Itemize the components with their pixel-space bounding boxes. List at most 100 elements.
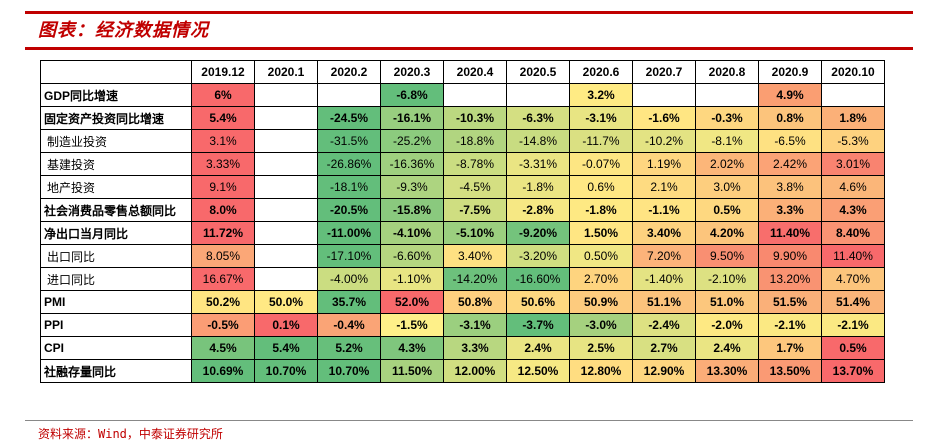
data-cell: -31.5% xyxy=(317,129,381,153)
row-label: 社融存量同比 xyxy=(40,359,192,383)
data-cell: 5.4% xyxy=(191,106,255,130)
data-cell: -2.10% xyxy=(695,267,759,291)
data-cell: 2.7% xyxy=(632,336,696,360)
data-cell: 50.2% xyxy=(191,290,255,314)
column-header: 2020.2 xyxy=(317,60,381,84)
table-body: GDP同比增速 6% -6.8% 3.2% 4.9% 固定资产投资同比增速 5.4% -24.… xyxy=(40,83,885,383)
column-header: 2020.1 xyxy=(254,60,318,84)
data-cell: -1.8% xyxy=(506,175,570,199)
data-cell: 7.20% xyxy=(632,244,696,268)
data-cell: 3.40% xyxy=(632,221,696,245)
data-cell: 8.40% xyxy=(821,221,885,245)
data-cell: -3.20% xyxy=(506,244,570,268)
column-header: 2020.7 xyxy=(632,60,696,84)
data-cell: 4.9% xyxy=(758,83,822,107)
data-cell xyxy=(254,221,318,245)
data-cell: 4.3% xyxy=(821,198,885,222)
data-cell: -1.10% xyxy=(380,267,444,291)
data-cell: -0.5% xyxy=(191,313,255,337)
data-cell: 35.7% xyxy=(317,290,381,314)
table-row: CPI 4.5% 5.4% 5.2% 4.3% 3.3% 2.4% 2.5% 2.7% 2.4% 1… xyxy=(40,336,885,360)
data-cell: 2.4% xyxy=(695,336,759,360)
data-cell: -6.8% xyxy=(380,83,444,107)
data-cell: 13.50% xyxy=(758,359,822,383)
data-cell: -11.7% xyxy=(569,129,633,153)
data-cell: -6.5% xyxy=(758,129,822,153)
row-label: 出口同比 xyxy=(40,244,192,268)
data-cell: -9.3% xyxy=(380,175,444,199)
data-cell: 8.05% xyxy=(191,244,255,268)
data-cell: 3.8% xyxy=(758,175,822,199)
data-cell: -3.0% xyxy=(569,313,633,337)
data-cell: 2.70% xyxy=(569,267,633,291)
row-label: 进口同比 xyxy=(40,267,192,291)
data-cell: -16.60% xyxy=(506,267,570,291)
data-cell xyxy=(254,152,318,176)
data-cell: -2.0% xyxy=(695,313,759,337)
row-label: 地产投资 xyxy=(40,175,192,199)
data-cell: 10.70% xyxy=(317,359,381,383)
data-cell: -0.07% xyxy=(569,152,633,176)
data-cell: 11.40% xyxy=(821,244,885,268)
data-cell: 2.02% xyxy=(695,152,759,176)
table-row: 地产投资 9.1% -18.1% -9.3% -4.5% -1.8% 0.6% 2.1% 3.0… xyxy=(40,175,885,199)
data-cell: 4.20% xyxy=(695,221,759,245)
data-cell xyxy=(317,83,381,107)
table-row: GDP同比增速 6% -6.8% 3.2% 4.9% xyxy=(40,83,885,107)
data-cell: 0.8% xyxy=(758,106,822,130)
row-label: 固定资产投资同比增速 xyxy=(40,106,192,130)
column-header: 2020.5 xyxy=(506,60,570,84)
data-cell: -20.5% xyxy=(317,198,381,222)
data-cell: 11.50% xyxy=(380,359,444,383)
data-cell: 16.67% xyxy=(191,267,255,291)
data-cell: -6.3% xyxy=(506,106,570,130)
data-cell: 12.80% xyxy=(569,359,633,383)
data-cell: 0.50% xyxy=(569,244,633,268)
data-cell: 9.90% xyxy=(758,244,822,268)
table-row: 进口同比 16.67% -4.00% -1.10% -14.20% -16.60% 2.70… xyxy=(40,267,885,291)
top-rule xyxy=(25,11,913,14)
data-cell: 3.33% xyxy=(191,152,255,176)
data-cell: 8.0% xyxy=(191,198,255,222)
data-cell: 3.01% xyxy=(821,152,885,176)
figure-title: 图表：经济数据情况 xyxy=(38,20,209,41)
table-row: 社会消费品零售总额同比 8.0% -20.5% -15.8% -7.5% -2.8% -1.… xyxy=(40,198,885,222)
data-cell: -4.10% xyxy=(380,221,444,245)
data-cell: 12.50% xyxy=(506,359,570,383)
table-row: 基建投资 3.33% -26.86% -16.36% -8.78% -3.31% -0.07… xyxy=(40,152,885,176)
data-cell xyxy=(821,83,885,107)
table-row: PMI 50.2% 50.0% 35.7% 52.0% 50.8% 50.6% 50.9% 51… xyxy=(40,290,885,314)
table-row: 制造业投资 3.1% -31.5% -25.2% -18.8% -14.8% -11.7% -… xyxy=(40,129,885,153)
data-cell: 4.3% xyxy=(380,336,444,360)
data-cell: 0.6% xyxy=(569,175,633,199)
table-row: 固定资产投资同比增速 5.4% -24.5% -16.1% -10.3% -6.3% -3.… xyxy=(40,106,885,130)
data-cell: -3.31% xyxy=(506,152,570,176)
data-cell: -4.5% xyxy=(443,175,507,199)
data-cell: 11.40% xyxy=(758,221,822,245)
data-cell xyxy=(254,267,318,291)
table-row: 净出口当月同比 11.72% -11.00% -4.10% -5.10% -9.20% 1.… xyxy=(40,221,885,245)
data-cell: 1.7% xyxy=(758,336,822,360)
data-cell xyxy=(443,83,507,107)
column-header: 2019.12 xyxy=(191,60,255,84)
table-row: PPI -0.5% 0.1% -0.4% -1.5% -3.1% -3.7% -3.0% -2.… xyxy=(40,313,885,337)
data-cell: 0.5% xyxy=(695,198,759,222)
data-cell: -16.1% xyxy=(380,106,444,130)
bottom-rule xyxy=(25,420,913,421)
data-cell: 51.4% xyxy=(821,290,885,314)
data-cell: -2.4% xyxy=(632,313,696,337)
data-cell: 50.9% xyxy=(569,290,633,314)
data-cell: 9.50% xyxy=(695,244,759,268)
data-cell: 0.1% xyxy=(254,313,318,337)
data-cell: 13.30% xyxy=(695,359,759,383)
data-cell xyxy=(254,175,318,199)
data-cell: 3.2% xyxy=(569,83,633,107)
data-cell: -0.4% xyxy=(317,313,381,337)
data-cell: -9.20% xyxy=(506,221,570,245)
corner-cell xyxy=(40,60,192,84)
data-cell: 11.72% xyxy=(191,221,255,245)
data-cell: 1.8% xyxy=(821,106,885,130)
data-cell: 2.4% xyxy=(506,336,570,360)
data-cell: 12.00% xyxy=(443,359,507,383)
data-cell: 51.1% xyxy=(632,290,696,314)
